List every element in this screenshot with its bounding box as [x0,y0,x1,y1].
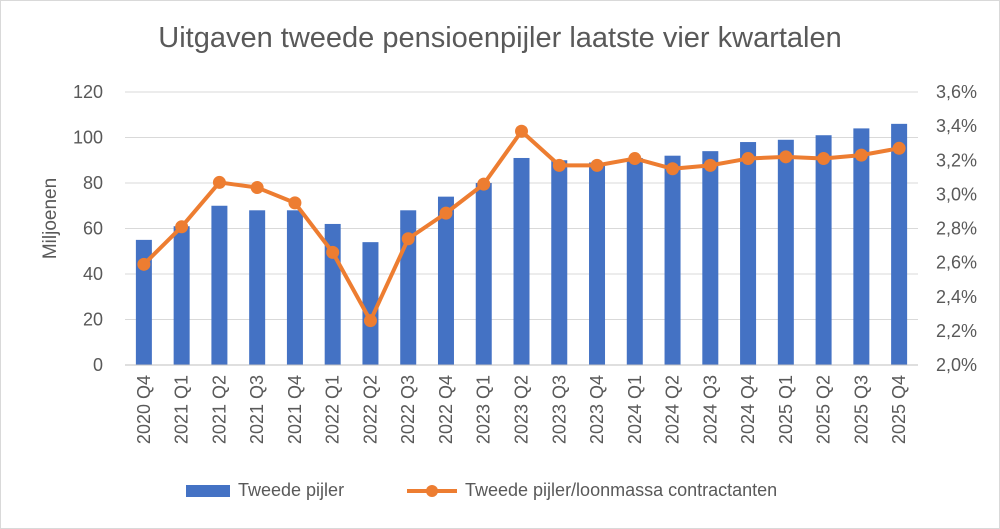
y-tick-label: 100 [73,128,103,148]
y-tick-label: 60 [83,219,103,239]
x-tick-label: 2025 Q2 [814,375,834,444]
y-tick-label: 20 [83,310,103,330]
legend-label-line: Tweede pijler/loonmassa contractanten [465,480,778,500]
y2-tick-label: 3,0% [936,184,977,204]
bar [702,151,719,365]
line-point [703,158,717,172]
bar [135,239,152,365]
bar [362,242,379,365]
legend-item-line: Tweede pijler/loonmassa contractanten [405,480,777,501]
line-point [628,152,642,166]
y-tick-label: 0 [93,355,103,375]
bar [853,128,870,365]
y-tick-label: 120 [73,82,103,102]
y-axis-title: Miljoenen [40,178,61,259]
bar [173,226,190,365]
x-tick-label: 2022 Q2 [360,375,380,444]
x-tick-label: 2024 Q4 [738,375,758,444]
bar [815,135,832,365]
y-tick-label: 40 [83,264,103,284]
legend: Tweede pijler Tweede pijler/loonmassa co… [0,480,1000,504]
x-tick-label: 2021 Q1 [172,375,192,444]
y2-tick-label: 2,2% [936,321,977,341]
line-point [137,257,151,271]
line-point [363,314,377,328]
chart-title: Uitgaven tweede pensioenpijler laatste v… [158,22,842,54]
y2-tick-label: 2,0% [936,355,977,375]
line-point [892,141,906,155]
x-tick-label: 2023 Q1 [474,375,494,444]
line-point [439,206,453,220]
y2-tick-label: 2,6% [936,253,977,273]
bar [437,196,454,365]
line-point [326,245,340,259]
line-point [250,181,264,195]
x-tick-label: 2025 Q1 [776,375,796,444]
x-tick-label: 2024 Q2 [663,375,683,444]
line-point [477,177,491,191]
bar [740,142,757,365]
x-tick-label: 2022 Q1 [323,375,343,444]
y-tick-label: 80 [83,173,103,193]
y2-tick-label: 3,4% [936,116,977,136]
x-tick-label: 2021 Q3 [247,375,267,444]
line-point [288,196,302,210]
bar [249,210,266,365]
line-point [854,148,868,162]
x-tick-label: 2025 Q3 [851,375,871,444]
bar [777,139,794,365]
x-tick-label: 2021 Q2 [209,375,229,444]
y2-tick-label: 2,8% [936,219,977,239]
line-point [817,152,831,166]
x-tick-label: 2025 Q4 [889,375,909,444]
line-point [515,124,528,138]
bar [551,160,568,365]
x-tick-label: 2024 Q3 [700,375,720,444]
bar [664,155,681,365]
bar [286,210,303,365]
bar [513,157,530,365]
bar [475,183,492,365]
x-tick-label: 2021 Q4 [285,375,305,444]
bar [211,205,228,365]
x-tick-label: 2023 Q4 [587,375,607,444]
bar [626,157,643,365]
line-point [401,232,415,246]
line-point [175,220,189,234]
y2-tick-label: 3,6% [936,82,977,102]
x-tick-label: 2022 Q3 [398,375,418,444]
bar [589,162,606,365]
line-point [552,158,566,172]
x-tick-label: 2024 Q1 [625,375,645,444]
legend-label-bars: Tweede pijler [238,480,345,500]
y2-tick-label: 2,4% [936,287,977,307]
y2-tick-label: 3,2% [936,150,977,170]
x-tick-label: 2023 Q3 [549,375,569,444]
x-tick-label: 2022 Q4 [436,375,456,444]
bar [891,123,908,365]
line-point [212,175,226,189]
line-point [741,152,755,166]
x-tick-label: 2020 Q4 [134,375,154,444]
line-point [779,150,793,164]
line-point [590,158,604,172]
line-point [666,162,680,176]
legend-item-bars: Tweede pijler [186,480,344,501]
x-tick-label: 2023 Q2 [512,375,532,444]
legend-line-swatch [407,485,457,497]
legend-bar-swatch [186,485,230,498]
